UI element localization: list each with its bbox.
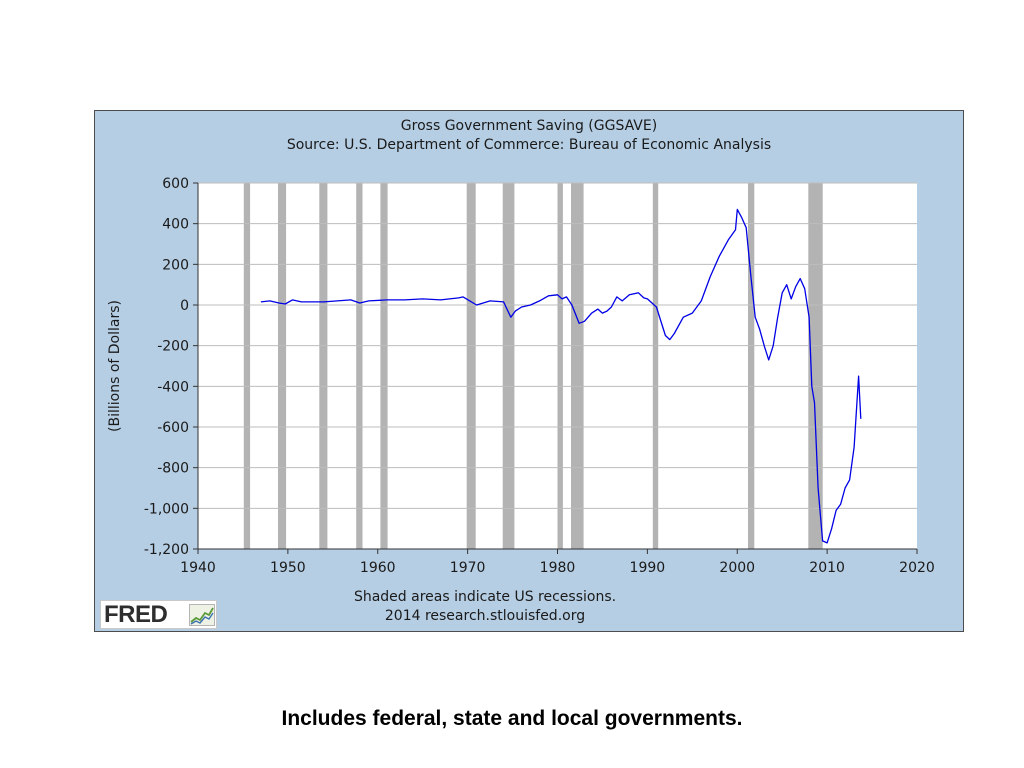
- y-tick-label: 400: [162, 217, 189, 233]
- y-tick-label: -400: [157, 379, 189, 395]
- recession-bands: [243, 183, 823, 549]
- recession-band: [278, 183, 287, 549]
- y-axis-ticks: 600 400 200 0 -200 -400 -600 -800 -1,000 -1,200: [144, 176, 198, 558]
- y-tick-label: 600: [162, 176, 189, 192]
- fred-logo[interactable]: FRED: [100, 600, 217, 629]
- x-tick-label: 1950: [270, 560, 306, 576]
- x-axis-ticks: 1940 1950 1960 1970 1980 1990 2000 2010 2020: [180, 549, 935, 576]
- recession-band: [466, 183, 476, 549]
- recession-band: [652, 183, 659, 549]
- recession-band: [243, 183, 251, 549]
- x-tick-label: 1990: [630, 560, 666, 576]
- recession-band: [356, 183, 363, 549]
- source-credit: 2014 research.stlouisfed.org: [384, 608, 586, 624]
- recession-band: [748, 183, 755, 549]
- chart-panel: Gross Government Saving (GGSAVE) Source:…: [94, 110, 964, 632]
- y-tick-label: 0: [180, 298, 189, 314]
- x-tick-label: 1940: [180, 560, 216, 576]
- fred-logo-text: FRED: [104, 601, 168, 628]
- y-tick-label: -600: [157, 420, 189, 436]
- recession-band: [571, 183, 584, 549]
- recession-band: [319, 183, 328, 549]
- x-tick-label: 1980: [540, 560, 576, 576]
- y-tick-label: -1,000: [144, 501, 189, 517]
- slide-caption: Includes federal, state and local govern…: [281, 707, 743, 730]
- y-tick-label: -800: [157, 461, 189, 477]
- chart-subtitle: Source: U.S. Department of Commerce: Bur…: [286, 137, 772, 153]
- x-tick-label: 1970: [450, 560, 486, 576]
- y-axis-label: (Billions of Dollars): [107, 300, 123, 432]
- recession-note: Shaded areas indicate US recessions.: [353, 589, 617, 605]
- y-tick-label: -1,200: [144, 542, 189, 558]
- recession-band: [502, 183, 515, 549]
- chart-title: Gross Government Saving (GGSAVE): [400, 118, 658, 134]
- recession-band: [808, 183, 823, 549]
- x-tick-label: 2010: [809, 560, 845, 576]
- recession-band: [380, 183, 388, 549]
- y-tick-label: 200: [162, 257, 189, 273]
- fred-chart-icon: [189, 604, 215, 626]
- x-tick-label: 1960: [360, 560, 396, 576]
- series-line-ggsave: [260, 208, 862, 544]
- x-tick-label: 2020: [899, 560, 935, 576]
- y-tick-label: -200: [157, 339, 189, 355]
- x-tick-label: 2000: [719, 560, 755, 576]
- recession-band: [557, 183, 563, 549]
